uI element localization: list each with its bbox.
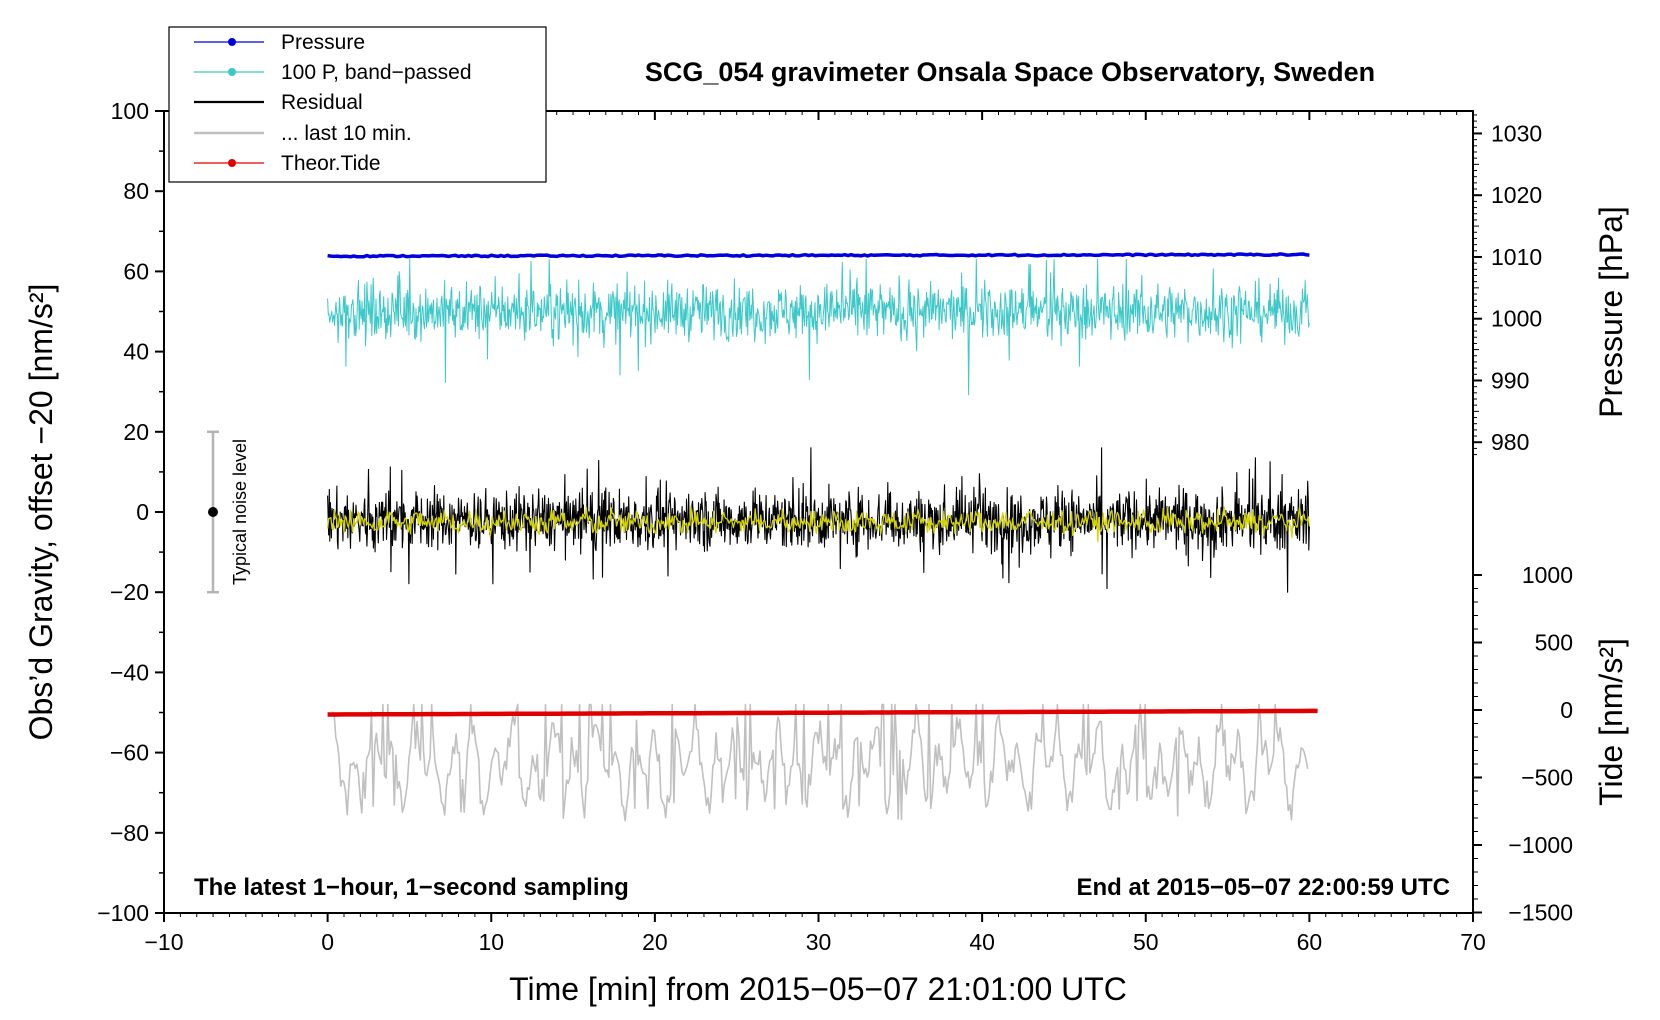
legend-item: 100 P, band−passed xyxy=(194,61,472,84)
legend: Pressure 100 P, band−passed Residual ... la… xyxy=(168,26,547,183)
legend-marker xyxy=(228,68,236,76)
tide-tick-label: −500 xyxy=(1521,765,1573,791)
y-tick-label: 40 xyxy=(123,339,149,365)
y-tick-label: 60 xyxy=(123,258,149,284)
tide-tick-label: −1000 xyxy=(1508,832,1573,858)
pressure-tick-label: 1010 xyxy=(1491,244,1542,270)
tide-tick-label: 500 xyxy=(1535,630,1573,656)
series-residual-smoothed xyxy=(326,505,1311,543)
series-band-passed-pressure xyxy=(327,258,1310,396)
y-tick-label: 100 xyxy=(111,98,149,124)
pressure-tick-label: 990 xyxy=(1491,367,1529,393)
x-tick-label: 20 xyxy=(642,929,668,955)
pressure-tick-label: 1020 xyxy=(1491,182,1542,208)
pressure-tick-label: 1000 xyxy=(1491,306,1542,332)
x-tick-label: 70 xyxy=(1460,929,1486,955)
legend-item: Pressure xyxy=(194,31,365,54)
series-pressure xyxy=(327,252,1310,259)
series-theoretical-tide xyxy=(327,708,1318,717)
y-axis-label-pressure: Pressure [hPa] xyxy=(1593,206,1629,418)
legend-item: ... last 10 min. xyxy=(194,122,412,145)
legend-label: Theor.Tide xyxy=(281,152,381,175)
legend-label: 100 P, band−passed xyxy=(281,61,472,84)
series-layer xyxy=(326,252,1318,822)
tide-tick-label: 1000 xyxy=(1522,562,1573,588)
legend-box xyxy=(168,26,547,183)
series-residual xyxy=(327,447,1310,593)
note-end-time: End at 2015−05−07 22:00:59 UTC xyxy=(1076,874,1450,901)
y-tick-label: 0 xyxy=(136,499,149,525)
noise-level-dot xyxy=(208,507,218,517)
y-axis-label-tide: Tide [nm/s²] xyxy=(1593,638,1629,806)
y-tick-label: 20 xyxy=(123,419,149,445)
x-tick-label: 40 xyxy=(969,929,995,955)
legend-label: Pressure xyxy=(281,31,365,54)
tide-tick-label: −1500 xyxy=(1508,900,1573,926)
legend-item: Residual xyxy=(194,91,363,114)
y-tick-label: −60 xyxy=(110,740,149,766)
series-last-10-min xyxy=(331,703,1309,822)
x-tick-label: −10 xyxy=(144,929,183,955)
noise-level-bar: Typical noise level xyxy=(207,430,250,594)
legend-marker xyxy=(228,159,236,167)
x-tick-label: 60 xyxy=(1297,929,1323,955)
chart-title: SCG_054 gravimeter Onsala Space Observat… xyxy=(645,57,1375,87)
note-latest-hour: The latest 1−hour, 1−second sampling xyxy=(194,874,629,901)
legend-label: Residual xyxy=(281,91,363,114)
x-tick-label: 10 xyxy=(478,929,504,955)
x-tick-label: 0 xyxy=(321,929,334,955)
y-tick-label: −20 xyxy=(110,579,149,605)
tick-labels: −10 0 10 20 30 40 50 60 70100806040200−20−40−60−… xyxy=(97,98,1573,955)
y-axis-label-left: Obs’d Gravity, offset −20 [nm/s²] xyxy=(23,284,59,741)
x-tick-label: 50 xyxy=(1133,929,1159,955)
y-tick-label: 80 xyxy=(123,178,149,204)
pressure-tick-label: 1030 xyxy=(1491,120,1542,146)
legend-marker xyxy=(228,38,236,46)
legend-item: Theor.Tide xyxy=(194,152,381,175)
y-tick-label: −40 xyxy=(110,659,149,685)
x-tick-label: 30 xyxy=(806,929,832,955)
pressure-tick-label: 980 xyxy=(1491,429,1529,455)
tide-tick-label: 0 xyxy=(1560,697,1573,723)
x-axis-label: Time [min] from 2015−05−07 21:01:00 UTC xyxy=(509,971,1127,1007)
y-tick-label: −100 xyxy=(97,900,149,926)
y-tick-label: −80 xyxy=(110,820,149,846)
noise-level-label: Typical noise level xyxy=(230,439,250,585)
legend-label: ... last 10 min. xyxy=(281,122,412,145)
